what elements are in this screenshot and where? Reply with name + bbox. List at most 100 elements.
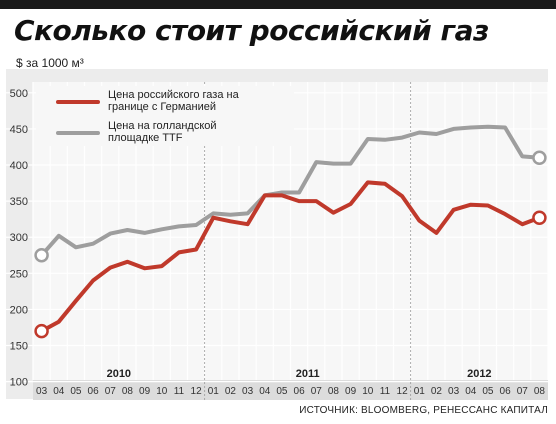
data-point (297, 190, 301, 195)
x-tick-label: 06 (500, 386, 512, 397)
data-point (434, 132, 439, 136)
data-point-endpoint (532, 210, 547, 225)
x-tick-label: 08 (534, 386, 546, 397)
data-point (520, 222, 524, 226)
data-point (503, 212, 507, 216)
y-tick-label: 450 (10, 124, 28, 136)
data-point (177, 250, 181, 254)
y-axis-labels: 100 150 200 250 300 350 400 450 500 (10, 88, 28, 389)
data-point-endpoint (34, 248, 49, 263)
year-label: 2010 (107, 368, 131, 380)
x-tick-label: 09 (345, 386, 357, 397)
data-point (280, 190, 284, 195)
x-tick-label: 01 (414, 386, 426, 397)
y-tick-label: 100 (10, 377, 28, 389)
data-point (142, 266, 147, 270)
data-point (434, 231, 439, 235)
x-tick-label: 05 (70, 386, 82, 397)
x-tick-label: 11 (174, 386, 185, 397)
data-point (486, 203, 490, 208)
legend: Цена российского газа на границе с Герман… (36, 86, 294, 146)
data-point (160, 264, 164, 268)
x-tick-label: 04 (465, 386, 477, 397)
y-tick-label: 250 (10, 268, 28, 280)
data-point (469, 125, 473, 130)
x-tick-label: 08 (122, 386, 134, 397)
x-tick-label: 12 (191, 386, 203, 397)
data-point (228, 219, 233, 223)
x-tick-label: 06 (294, 386, 306, 397)
data-point (245, 222, 250, 226)
y-tick-label: 300 (10, 232, 28, 244)
data-point (383, 138, 387, 142)
data-point (469, 203, 473, 207)
data-point (348, 161, 353, 166)
x-tick-label: 09 (139, 386, 151, 397)
series-line (39, 124, 542, 258)
data-point (383, 182, 387, 186)
data-point (211, 211, 215, 216)
data-point (142, 231, 147, 235)
data-point (366, 137, 370, 141)
legend-entry: Цена на голландской площадке TTF (108, 120, 217, 144)
data-point (108, 232, 112, 236)
data-point (348, 202, 353, 206)
data-point (297, 199, 301, 203)
x-axis-labels: 03 04 05 06 07 08 09 10 11 12 01 02 03 04 05 06 07 08 09 10… (36, 386, 545, 397)
x-tick-label: 04 (259, 386, 271, 397)
year-label: 2012 (467, 368, 491, 380)
data-point (417, 219, 421, 223)
data-point (331, 211, 336, 215)
y-tick-label: 500 (10, 88, 28, 100)
data-point (57, 320, 61, 324)
data-point (366, 180, 370, 184)
data-point-endpoint (532, 150, 547, 166)
x-tick-label: 05 (276, 386, 288, 397)
data-point (451, 208, 456, 212)
data-point (160, 227, 164, 231)
x-tick-label: 02 (431, 386, 443, 397)
data-point (211, 216, 215, 220)
x-tick-label: 11 (380, 386, 391, 397)
data-point (451, 127, 456, 131)
data-point (108, 265, 112, 270)
chart-title: Сколько стоит российский газ (14, 14, 489, 47)
legend-entry: Цена российского газа на границе с Герман… (108, 89, 240, 113)
data-point (486, 125, 490, 129)
data-point (91, 242, 95, 246)
top-rule (0, 0, 556, 9)
data-point (331, 161, 336, 166)
x-tick-label: 07 (311, 386, 323, 397)
data-point-endpoint (34, 323, 49, 339)
x-tick-label: 10 (156, 386, 168, 397)
data-point (125, 260, 130, 264)
x-tick-label: 08 (328, 386, 340, 397)
x-tick-label: 05 (482, 386, 494, 397)
x-tick-label: 01 (208, 386, 220, 397)
x-tick-label: 10 (362, 386, 374, 397)
data-point (194, 247, 198, 252)
x-axis-band (33, 380, 548, 400)
x-tick-label: 07 (105, 386, 117, 397)
data-point (177, 224, 181, 228)
data-point (194, 223, 198, 227)
y-tick-label: 350 (10, 196, 28, 208)
unit-label: $ за 1000 м³ (16, 56, 84, 70)
data-point (417, 130, 421, 135)
data-point (263, 193, 267, 197)
data-point (314, 160, 318, 164)
data-point (245, 211, 250, 216)
data-point (280, 193, 284, 197)
data-point (314, 199, 318, 203)
series-line (39, 180, 542, 334)
source-note: ИСТОЧНИК: BLOOMBERG, РЕНЕССАНС КАПИТАЛ (299, 405, 548, 416)
data-point (91, 278, 95, 283)
legend-box (36, 86, 294, 146)
y-tick-label: 150 (10, 341, 28, 353)
x-tick-label: 07 (517, 386, 529, 397)
x-tick-label: 02 (225, 386, 237, 397)
data-point (503, 125, 507, 130)
data-point (400, 135, 404, 140)
x-tick-label: 06 (88, 386, 100, 397)
